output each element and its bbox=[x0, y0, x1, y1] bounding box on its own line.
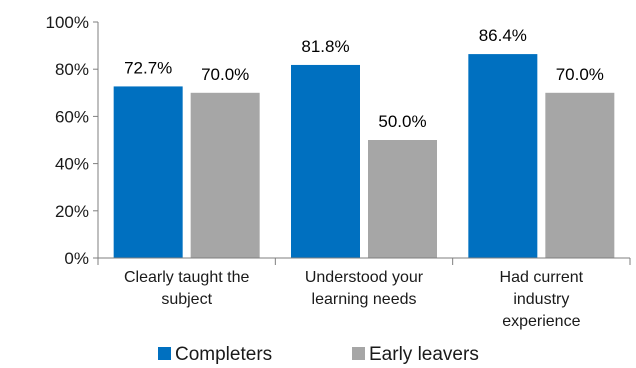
data-label: 72.7% bbox=[124, 58, 172, 77]
y-tick-label: 40% bbox=[55, 155, 89, 174]
category-label: Had current bbox=[500, 269, 584, 286]
bar bbox=[190, 92, 260, 258]
legend-swatch bbox=[158, 347, 171, 360]
data-label: 70.0% bbox=[556, 65, 604, 84]
bar bbox=[468, 54, 538, 258]
y-tick-label: 0% bbox=[64, 249, 89, 268]
legend-label: Early leavers bbox=[369, 344, 479, 365]
x-axis: Clearly taught the subject Understood your… bbox=[97, 257, 631, 330]
category-label: experience bbox=[502, 313, 580, 330]
data-label: 81.8% bbox=[301, 37, 349, 56]
category-label: Clearly taught the bbox=[124, 269, 250, 286]
y-tick-label: 60% bbox=[55, 107, 89, 126]
bars: 72.7% 70.0% 81.8% 50.0% 86.4% 70.0% bbox=[113, 26, 615, 259]
legend: Completers Early leavers bbox=[158, 344, 479, 365]
legend-label: Completers bbox=[175, 344, 272, 365]
category-label: learning needs bbox=[312, 291, 417, 308]
data-label: 86.4% bbox=[479, 26, 527, 45]
data-label: 50.0% bbox=[378, 112, 426, 131]
category-label: industry bbox=[513, 291, 569, 308]
y-tick-label: 100% bbox=[46, 13, 89, 32]
bar bbox=[368, 140, 437, 258]
y-tick-label: 80% bbox=[55, 60, 89, 79]
category-label: Understood your bbox=[305, 269, 424, 286]
y-tick-label: 20% bbox=[55, 202, 89, 221]
bar bbox=[113, 86, 183, 258]
category-label: subject bbox=[161, 291, 212, 308]
y-axis: 0% 20% 40% 60% 80% 100% bbox=[46, 13, 99, 268]
bar bbox=[291, 64, 360, 259]
bar bbox=[545, 92, 615, 258]
data-label: 70.0% bbox=[201, 65, 249, 84]
legend-swatch bbox=[352, 347, 365, 360]
